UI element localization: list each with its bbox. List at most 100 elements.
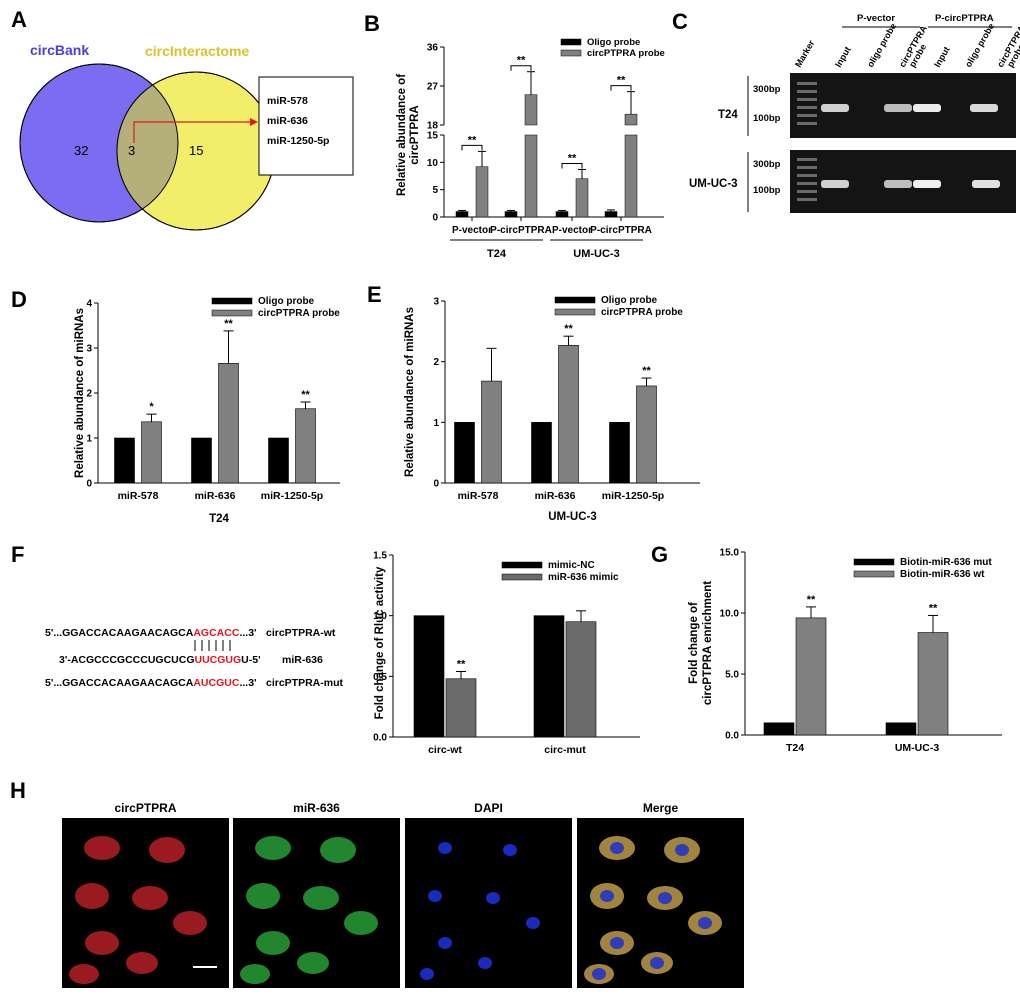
gel-ladder-band [797, 106, 817, 109]
panel-label-c: C [672, 9, 688, 34]
cell-body [255, 836, 291, 860]
gel-row-label-t24: T24 [718, 109, 738, 121]
gel-lane-label: Marker [793, 38, 817, 69]
gel-ladder-band [797, 182, 817, 185]
bar-e-probe [636, 385, 657, 484]
cell-body [246, 883, 280, 909]
legend-swatch-d [211, 297, 253, 305]
venn-left-count: 32 [74, 143, 88, 158]
venn-right-label: circInteractome [145, 43, 249, 59]
x-tick-label-b: P-vector [552, 225, 592, 236]
bar-b-probe [624, 134, 638, 218]
bar-d-probe [141, 421, 162, 484]
significance-bracket-b [561, 162, 583, 169]
gel-band [821, 104, 849, 112]
bar-g-control [885, 722, 917, 736]
bar-b-probe [624, 113, 638, 126]
y-tick-label-g: 10.0 [720, 609, 740, 620]
gel-lane-label: oligo probe [865, 22, 898, 69]
panel-label-d: D [11, 287, 27, 312]
fluorescence-channel-label: miR-636 [293, 801, 340, 815]
gel-band [884, 104, 912, 112]
venn-left-label: circBank [30, 42, 89, 58]
y-tick-label-g: 5.0 [725, 670, 739, 681]
significance-b: ** [617, 75, 626, 87]
overlap-mirna-2: miR-636 [267, 115, 308, 127]
y-tick-label-b: 0 [432, 213, 438, 224]
y-tick-label-f: 0.0 [373, 733, 387, 744]
y-axis-title-b: Relative abundance of [396, 74, 408, 196]
cell-body [240, 964, 270, 984]
gel-group-label-circptpra: P-circPTPRA [935, 13, 994, 24]
seq-row-mirna: 3'-ACGCCCGCCCUGCUCGUUCGUGU-5' [59, 654, 261, 666]
bar-g-probe [795, 617, 827, 736]
gel-ladder-band [797, 82, 817, 85]
y-tick-label-g: 0.0 [725, 731, 739, 742]
y-tick-label-e: 3 [433, 297, 439, 308]
bar-b-probe [575, 178, 589, 218]
gel-band [970, 104, 998, 112]
bar-b-probe [475, 166, 489, 218]
gel-group-label-vector: P-vector [857, 13, 895, 24]
bar-d-probe [295, 408, 316, 484]
cell-nucleus [658, 892, 672, 904]
legend-swatch-b [560, 49, 582, 57]
cell-body [85, 931, 119, 955]
overlap-mirna-1: miR-578 [267, 95, 308, 107]
gel-ladder-band [797, 90, 817, 93]
y-tick-label-e: 0 [433, 479, 439, 490]
y-tick-label-d: 0 [86, 479, 92, 490]
y-tick-label-d: 1 [86, 434, 92, 445]
venn-overlap [117, 72, 178, 222]
y-axis-title-d: Relative abundance of miRNAs [74, 308, 86, 478]
significance-d: ** [301, 389, 310, 401]
bar-f-probe [565, 621, 597, 738]
overlap-list-box [258, 76, 354, 176]
cell-nucleus [610, 937, 624, 949]
y-axis-title-g: Fold change of [688, 602, 700, 684]
y-tick-label-d: 4 [86, 299, 92, 310]
cell-nucleus [610, 842, 624, 854]
legend-label-b: circPTPRA probe [587, 48, 665, 59]
chart-d: 0 1 2 3 4 * miR-578 ** miR-636 ** miR-1250-5p T24 Re… [74, 296, 340, 525]
bar-b-control [455, 211, 469, 218]
legend-swatch-d [211, 309, 253, 317]
y-tick-label-g: 15.0 [720, 548, 740, 559]
legend-label-f: miR-636 mimic [548, 572, 619, 583]
x-tick-label-d: miR-1250-5p [261, 490, 323, 502]
y-axis-title-g: circPTPRA enrichment [702, 581, 714, 705]
fluorescence-channel-label: circPTPRA [114, 801, 176, 815]
cell-body [344, 911, 378, 935]
legend-label-f: mimic-NC [548, 560, 595, 571]
x-tick-label-b: P-circPTPRA [490, 225, 552, 236]
bar-e-probe [481, 380, 502, 484]
legend-swatch-g [853, 570, 895, 578]
significance-e: ** [564, 323, 573, 335]
legend-label-g: Biotin-miR-636 wt [900, 569, 985, 580]
cell-body [297, 952, 329, 974]
cell-body [149, 837, 185, 863]
chart-e: 0 1 2 3 miR-578 ** miR-636 ** miR-1250-5p UM-UC-3… [404, 295, 700, 523]
cell-body [84, 836, 120, 860]
chart-g: 0.0 5.0 10.0 15.0 ** T24 ** UM-UC-3 Fold change … [688, 548, 1002, 754]
cell-body [320, 837, 356, 863]
bar-f-control [413, 615, 445, 738]
significance-f: ** [457, 658, 466, 670]
panel-label-g: G [651, 542, 668, 567]
x-tick-label-f: circ-mut [544, 744, 586, 756]
cell-body [256, 931, 290, 955]
gel-ladder-band [797, 166, 817, 169]
y-tick-label-d: 3 [86, 344, 92, 355]
gel-marker-300-umuc3: 300bp [753, 159, 781, 170]
panel-label-b: B [364, 11, 380, 36]
y-axis-title-e: Relative abundance of miRNAs [404, 307, 416, 477]
legend-label-d: circPTPRA probe [258, 308, 340, 319]
significance-bracket-b [610, 85, 632, 91]
legend-label-g: Biotin-miR-636 mut [900, 557, 992, 568]
significance-d: * [149, 401, 154, 413]
y-tick-label-b: 10 [427, 158, 439, 169]
bar-e-control [454, 422, 475, 484]
seq-row-wt: 5'...GGACCACAAGAACAGCAAGCACC...3' [45, 627, 257, 639]
